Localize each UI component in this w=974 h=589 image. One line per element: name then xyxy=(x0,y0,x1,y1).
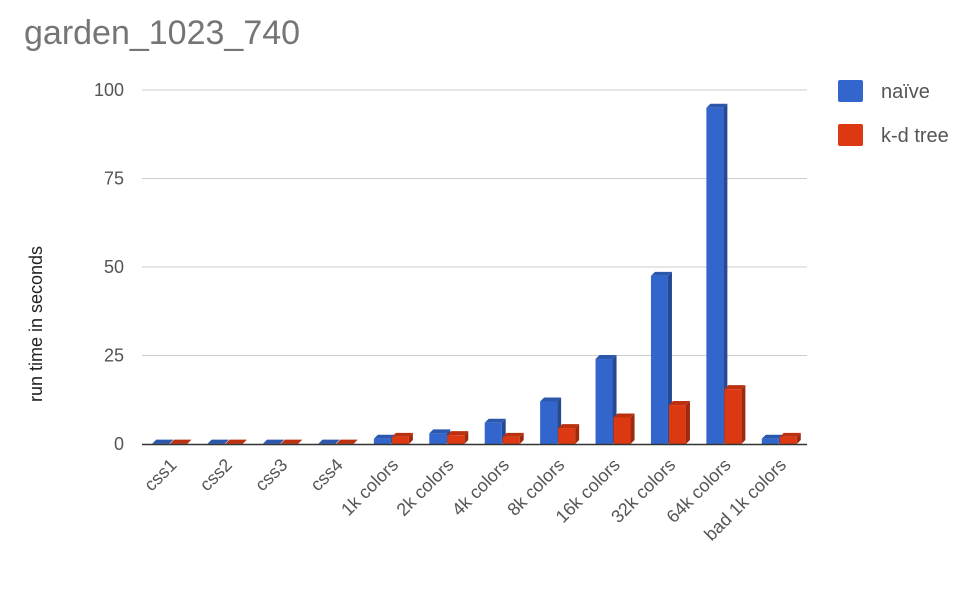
bar xyxy=(429,429,451,444)
bar xyxy=(484,418,506,444)
bar xyxy=(391,432,413,444)
bar xyxy=(724,385,746,444)
legend-label: k-d tree xyxy=(881,125,949,147)
legend-label: naïve xyxy=(881,81,930,103)
chart-title: garden_1023_740 xyxy=(24,14,301,52)
x-tick-label: css1 xyxy=(140,455,180,495)
bar xyxy=(706,103,728,444)
bar xyxy=(558,424,580,444)
bar xyxy=(668,401,690,444)
legend: naïve k-d tree xyxy=(838,80,949,147)
x-tick-label: css4 xyxy=(306,455,346,495)
bar xyxy=(613,413,635,444)
bar xyxy=(502,432,524,444)
bar xyxy=(595,355,617,444)
bar xyxy=(447,431,469,444)
bar xyxy=(373,434,395,444)
x-tick-label: css2 xyxy=(196,455,236,495)
y-tick-label: 0 xyxy=(114,434,124,454)
y-axis-title: run time in seconds xyxy=(26,246,46,402)
x-tick-label: 2k colors xyxy=(393,455,458,520)
y-tick-label: 50 xyxy=(104,257,124,277)
legend-swatch xyxy=(838,124,863,146)
bars xyxy=(152,103,801,445)
x-tick-label: css3 xyxy=(251,455,291,495)
y-axis-ticks: 0 25 50 75 100 xyxy=(94,80,124,454)
legend-item: naïve xyxy=(838,80,930,103)
gridlines xyxy=(142,89,807,356)
bar xyxy=(761,434,783,444)
y-tick-label: 100 xyxy=(94,80,124,100)
x-tick-label: 4k colors xyxy=(448,455,513,520)
bar xyxy=(540,397,562,444)
y-tick-label: 75 xyxy=(104,169,124,189)
bar xyxy=(779,432,801,444)
legend-swatch xyxy=(838,80,863,102)
x-tick-label: 1k colors xyxy=(337,455,402,520)
y-tick-label: 25 xyxy=(104,346,124,366)
bar xyxy=(650,271,672,444)
legend-item: k-d tree xyxy=(838,124,949,147)
